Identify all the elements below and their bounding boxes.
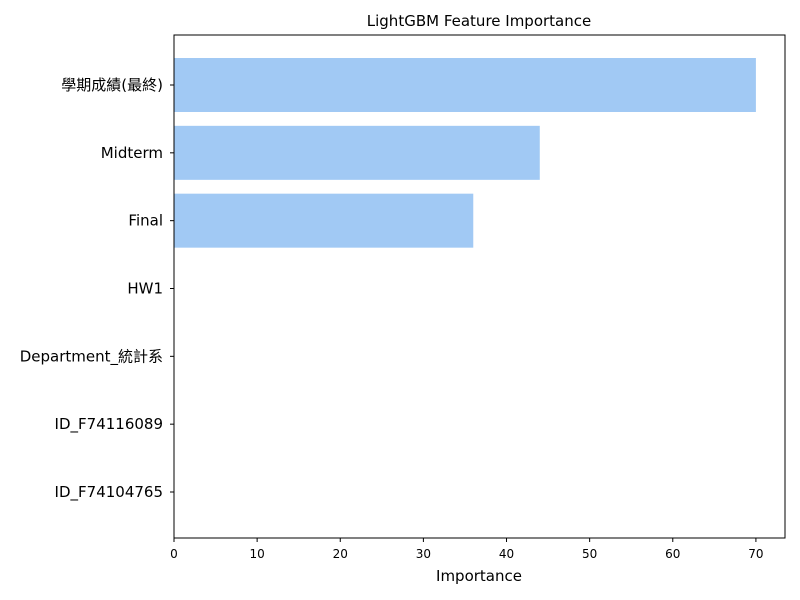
bar-item-0 bbox=[174, 58, 756, 112]
x-tick-label: 60 bbox=[665, 547, 680, 561]
x-tick-label: 50 bbox=[582, 547, 597, 561]
x-tick-label: 70 bbox=[748, 547, 763, 561]
x-tick-label: 40 bbox=[499, 547, 514, 561]
x-tick-label: 30 bbox=[416, 547, 431, 561]
y-tick-label: ID_F74116089 bbox=[55, 415, 163, 434]
bar-final bbox=[174, 193, 474, 248]
y-axis-ticks: 學期成績(最終) Midterm Final HW1 Department_統計系 ID_… bbox=[20, 76, 174, 502]
x-axis-ticks: 0 10 20 30 40 50 60 70 bbox=[170, 538, 764, 561]
y-tick-label: ID_F74104765 bbox=[55, 483, 163, 502]
chart-title: LightGBM Feature Importance bbox=[367, 12, 591, 30]
plot-frame bbox=[173, 34, 786, 539]
y-tick-label: Department_統計系 bbox=[20, 347, 163, 366]
x-tick-label: 10 bbox=[249, 547, 264, 561]
y-tick-label: Midterm bbox=[101, 144, 163, 162]
y-tick-label: 學期成績(最終) bbox=[61, 76, 163, 94]
bars-group bbox=[174, 58, 756, 248]
x-tick-label: 0 bbox=[170, 547, 178, 561]
bar-midterm bbox=[174, 125, 540, 180]
x-tick-label: 20 bbox=[333, 547, 348, 561]
y-tick-label: HW1 bbox=[127, 279, 163, 297]
x-axis-label: Importance bbox=[436, 567, 522, 585]
y-tick-label: Final bbox=[128, 212, 163, 230]
